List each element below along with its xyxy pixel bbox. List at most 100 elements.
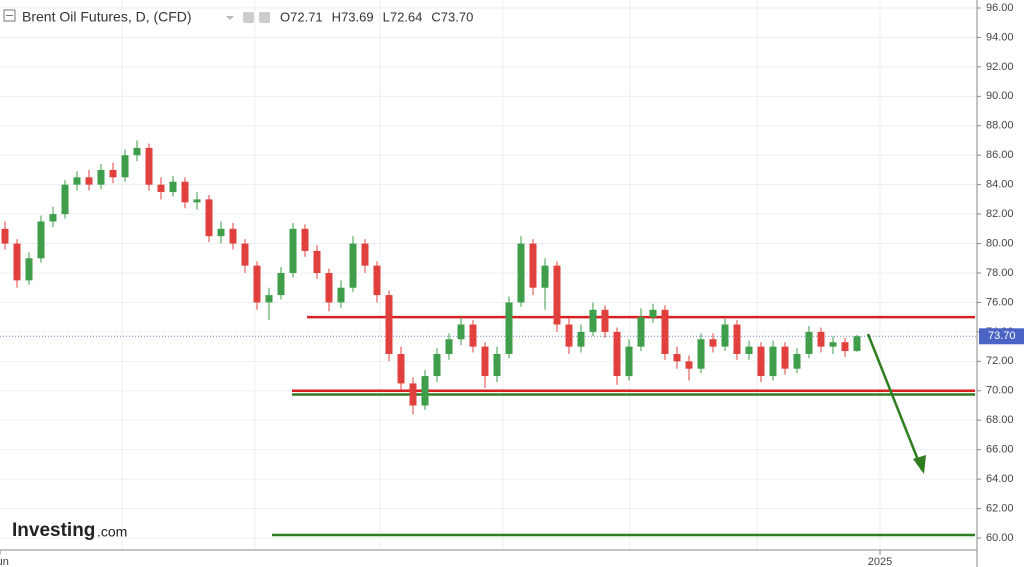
candle-body — [313, 250, 321, 273]
candle-body — [13, 243, 21, 281]
candle-body — [301, 228, 309, 251]
y-tick-label: 80.00 — [986, 237, 1014, 249]
y-tick-label: 96.00 — [986, 2, 1014, 14]
candle-body — [829, 342, 837, 347]
candle-body — [589, 309, 597, 332]
candle-body — [601, 309, 609, 332]
last-price-label: 73.70 — [988, 330, 1016, 342]
candle-body — [49, 214, 57, 222]
ohlc-letter: L — [383, 9, 390, 24]
watermark-suffix: .com — [97, 524, 127, 540]
candle-body — [73, 177, 81, 185]
candle-body — [565, 324, 573, 347]
chart-title: Brent Oil Futures, D, (CFD) — [22, 9, 192, 25]
candle-body — [361, 243, 369, 266]
ohlc-letter: H — [332, 9, 341, 24]
dropdown-arrow[interactable] — [226, 16, 234, 20]
y-tick-label: 90.00 — [986, 90, 1014, 102]
candle-body — [241, 243, 249, 266]
candle-body — [805, 331, 813, 354]
candle-body — [613, 331, 621, 377]
y-tick-label: 82.00 — [986, 208, 1014, 220]
last-price-box — [979, 328, 1024, 345]
y-tick-label: 66.00 — [986, 444, 1014, 456]
candle-body — [505, 302, 513, 354]
candle-body — [817, 331, 825, 347]
x-tick-label: Jun — [0, 556, 9, 567]
settings-icon[interactable] — [243, 12, 254, 23]
candle-body — [625, 346, 633, 377]
candle-body — [205, 199, 213, 237]
collapse-icon[interactable] — [3, 9, 16, 22]
candle-body — [673, 353, 681, 362]
ohlc-value: 73.70 — [441, 9, 474, 24]
y-tick-label: 94.00 — [986, 31, 1014, 43]
candle-body — [277, 273, 285, 296]
y-tick-label: 64.00 — [986, 473, 1014, 485]
candle-body — [793, 353, 801, 369]
candle-body — [181, 181, 189, 203]
y-tick-label: 70.00 — [986, 385, 1014, 397]
ohlc-header: O 72.71 H 73.69 L 72.64 C 73.70 — [280, 9, 473, 24]
y-tick-label: 60.00 — [986, 532, 1014, 544]
candle-body — [553, 265, 561, 325]
candle-body — [169, 181, 177, 193]
candle-body — [853, 336, 861, 351]
candle-body — [685, 361, 693, 369]
candle-body — [757, 346, 765, 377]
candle-body — [433, 353, 441, 377]
candle-body — [649, 309, 657, 318]
candle-body — [193, 199, 201, 203]
watermark-brand: Investing — [12, 520, 95, 541]
candle-body — [289, 228, 297, 273]
y-tick-label: 92.00 — [986, 61, 1014, 73]
candle-body — [325, 273, 333, 303]
candle-body — [409, 383, 417, 406]
forecast-arrowhead — [913, 455, 926, 474]
y-tick-label: 68.00 — [986, 414, 1014, 426]
candle-body — [145, 147, 153, 185]
ohlc-value: 73.69 — [341, 9, 374, 24]
visibility-icon[interactable] — [259, 12, 270, 23]
candle-body — [85, 177, 93, 185]
candle-body — [517, 243, 525, 303]
candle-body — [157, 184, 165, 193]
candle-body — [25, 258, 33, 281]
candle-body — [541, 265, 549, 288]
candle-body — [61, 184, 69, 215]
forecast-arrow — [866, 333, 924, 471]
candle-body — [841, 342, 849, 352]
ohlc-value: 72.71 — [290, 9, 323, 24]
candle-body — [637, 317, 645, 347]
candle-body — [781, 346, 789, 369]
candle-body — [469, 324, 477, 347]
candle-body — [397, 353, 405, 384]
candle-body — [253, 265, 261, 303]
candle-body — [1, 228, 9, 244]
candle-body — [121, 155, 129, 178]
candle-body — [529, 243, 537, 288]
candle-body — [445, 339, 453, 354]
candle-body — [721, 324, 729, 347]
candle-body — [769, 346, 777, 377]
candle-body — [37, 221, 45, 259]
candle-body — [421, 376, 429, 406]
y-tick-label: 86.00 — [986, 149, 1014, 161]
candle-body — [349, 243, 357, 288]
candle-body — [745, 346, 753, 354]
ohlc-letter: O — [280, 9, 290, 24]
y-tick-label: 84.00 — [986, 179, 1014, 191]
ohlc-letter: C — [431, 9, 440, 24]
candle-body — [229, 228, 237, 244]
candle-body — [697, 339, 705, 369]
y-tick-label: 62.00 — [986, 502, 1014, 514]
ohlc-value: 72.64 — [390, 9, 423, 24]
candle-body — [97, 169, 105, 185]
x-tick-label: 2025 — [868, 556, 892, 567]
candle-body — [709, 339, 717, 347]
candle-body — [733, 324, 741, 354]
candle-body — [661, 309, 669, 354]
